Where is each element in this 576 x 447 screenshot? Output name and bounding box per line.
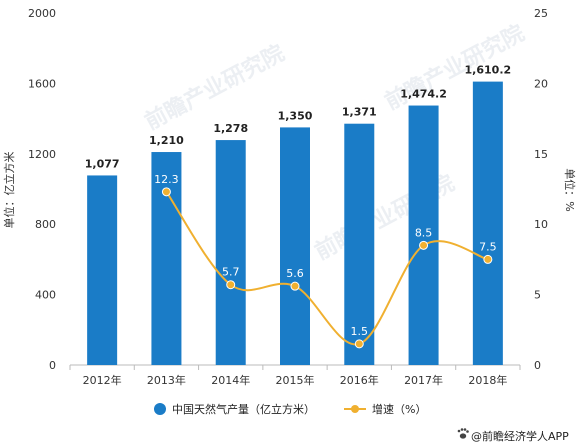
x-tick-4: 2016年	[340, 373, 379, 387]
x-axis: 2012年 2013年 2014年 2015年 2016年 2017年 2018年	[69, 365, 521, 387]
rate-point-4	[354, 339, 364, 349]
y-tick-2: 800	[35, 218, 56, 231]
legend: 中国天然气产量（亿立方米） 增速（%）	[154, 402, 426, 416]
legend-line-label: 增速（%）	[372, 402, 426, 416]
rate-label-2: 5.7	[222, 266, 240, 279]
y-tick-1: 400	[35, 289, 56, 302]
rate-line	[165, 191, 489, 346]
rate-label-4: 1.5	[351, 325, 369, 338]
y-axis-right: 0 5 10 15 20 25	[534, 7, 548, 372]
rate-point-2	[226, 280, 236, 290]
x-tick-2: 2014年	[211, 373, 250, 387]
watermark-0: 前瞻产业研究院	[141, 40, 289, 135]
bar-6	[472, 81, 503, 365]
bar-label-0: 1,077	[85, 157, 120, 170]
credit-text: @前瞻经济学人APP	[471, 429, 569, 443]
rate-label-3: 5.6	[286, 267, 304, 280]
y-tick-4: 1600	[28, 77, 56, 90]
y2-tick-0: 0	[534, 359, 541, 372]
bar-label-1: 1,210	[149, 134, 184, 147]
bar-label-2: 1,278	[213, 122, 248, 135]
x-tick-0: 2012年	[83, 373, 122, 387]
bar-label-3: 1,350	[278, 109, 313, 122]
y2-axis-title: 单位：%	[563, 168, 576, 211]
bar-2	[215, 140, 246, 365]
x-tick-3: 2015年	[276, 373, 315, 387]
y-axis-left: 0 400 800 1200 1600 2000	[28, 7, 56, 372]
legend-bar-marker	[154, 403, 166, 415]
y-tick-3: 1200	[28, 148, 56, 161]
bar-4	[344, 123, 375, 365]
bar-0	[87, 175, 118, 365]
x-tick-5: 2017年	[404, 373, 443, 387]
y-axis-title: 单位：亿立方米	[2, 152, 16, 229]
bar-label-4: 1,371	[342, 106, 377, 119]
y2-tick-4: 20	[534, 77, 548, 90]
legend-line-dot	[351, 405, 359, 413]
y2-tick-2: 10	[534, 218, 548, 231]
rate-point-6	[483, 254, 493, 264]
rate-point-3	[290, 281, 300, 291]
line-series: 12.3 5.7 5.6 1.5 8.5 7.5	[154, 173, 497, 349]
rate-label-1: 12.3	[154, 173, 179, 186]
y-tick-5: 2000	[28, 7, 56, 20]
rate-label-5: 8.5	[415, 226, 433, 239]
bar-label-5: 1,474.2	[400, 88, 447, 101]
bar-label-6: 1,610.2	[465, 64, 512, 77]
bar-3	[280, 127, 310, 366]
x-tick-6: 2018年	[468, 373, 507, 387]
paw-icon	[457, 428, 469, 439]
rate-point-1	[161, 187, 171, 197]
y-tick-0: 0	[49, 359, 56, 372]
y2-tick-5: 25	[534, 7, 548, 20]
credit: @前瞻经济学人APP	[457, 428, 569, 443]
rate-point-5	[419, 240, 429, 250]
y2-tick-3: 15	[534, 148, 548, 161]
bar-5	[408, 105, 439, 365]
x-tick-1: 2013年	[147, 373, 186, 387]
rate-label-6: 7.5	[479, 240, 497, 253]
legend-bar-label: 中国天然气产量（亿立方米）	[172, 402, 315, 416]
y2-tick-1: 5	[534, 289, 541, 302]
bar-labels: 1,077 1,210 1,278 1,350 1,371 1,474.2 1,610.2	[85, 64, 511, 171]
